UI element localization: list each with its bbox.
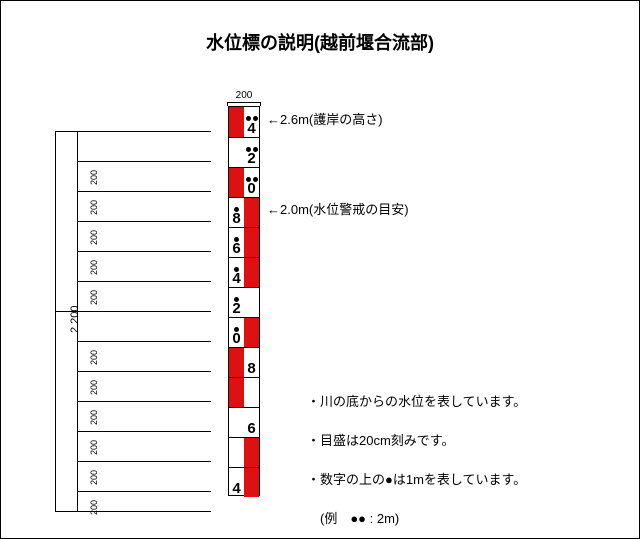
gauge-top-label: 200 xyxy=(226,90,262,101)
gauge-meter-dots xyxy=(244,170,259,186)
legend-notes: ・川の底からの水位を表しています。・目盛は20cm刻みです。・数字の上の●は1m… xyxy=(307,389,526,532)
gauge-number: 4 xyxy=(229,481,244,496)
ruler-tick-label: 200 xyxy=(89,440,99,455)
annotation: ←2.6m(護岸の高さ) xyxy=(267,109,383,128)
gauge-meter-dots xyxy=(229,260,244,276)
gauge-segment: 4 xyxy=(229,107,259,137)
gauge-meter-dots xyxy=(229,290,244,306)
gauge-segment: 8 xyxy=(229,347,259,377)
gauge-meter-dots xyxy=(229,230,244,246)
gauge-segment: 6 xyxy=(229,227,259,257)
gauge-segment: 2 xyxy=(229,137,259,167)
diagram-title: 水位標の説明(越前堰合流部) xyxy=(1,29,639,55)
gauge-meter-dots xyxy=(244,140,259,156)
water-level-gauge: 42086420864 xyxy=(228,106,260,496)
annotation: ←2.0m(水位警戒の目安) xyxy=(267,199,409,218)
ruler-tick-label: 200 xyxy=(89,410,99,425)
gauge-segment: 4 xyxy=(229,257,259,287)
note-line: ・目盛は20cm刻みです。 xyxy=(307,428,526,454)
gauge-meter-dots xyxy=(244,109,259,125)
ruler-tick-label: 200 xyxy=(89,350,99,365)
gauge-segment: 8 xyxy=(229,197,259,227)
ruler-tick-label: 200 xyxy=(89,200,99,215)
gauge-segment: 2 xyxy=(229,287,259,317)
gauge-segment xyxy=(229,437,259,467)
ruler-tick-label: 200 xyxy=(89,260,99,275)
note-line: ・数字の上の●は1mを表しています。 xyxy=(307,467,526,493)
gauge-meter-dots xyxy=(229,200,244,216)
note-line: (例 ●● : 2m) xyxy=(307,506,526,532)
ruler-tick-label: 200 xyxy=(89,470,99,485)
gauge-number: 8 xyxy=(244,361,259,376)
ruler-big-label: 2 200 xyxy=(69,305,81,333)
gauge-segment xyxy=(229,377,259,407)
gauge-number: 6 xyxy=(244,421,259,436)
gauge-segment: 4 xyxy=(229,467,259,497)
ruler-tick-label: 200 xyxy=(89,170,99,185)
ruler-tick-label: 200 xyxy=(89,230,99,245)
gauge-segment: 0 xyxy=(229,317,259,347)
ruler-tick-label: 200 xyxy=(89,380,99,395)
ruler-tick-label: 200 xyxy=(89,290,99,305)
gauge-meter-dots xyxy=(229,320,244,336)
gauge-segment: 0 xyxy=(229,167,259,197)
ruler-tick-label: 200 xyxy=(89,500,99,515)
gauge-segment: 6 xyxy=(229,407,259,437)
note-line: ・川の底からの水位を表しています。 xyxy=(307,389,526,415)
